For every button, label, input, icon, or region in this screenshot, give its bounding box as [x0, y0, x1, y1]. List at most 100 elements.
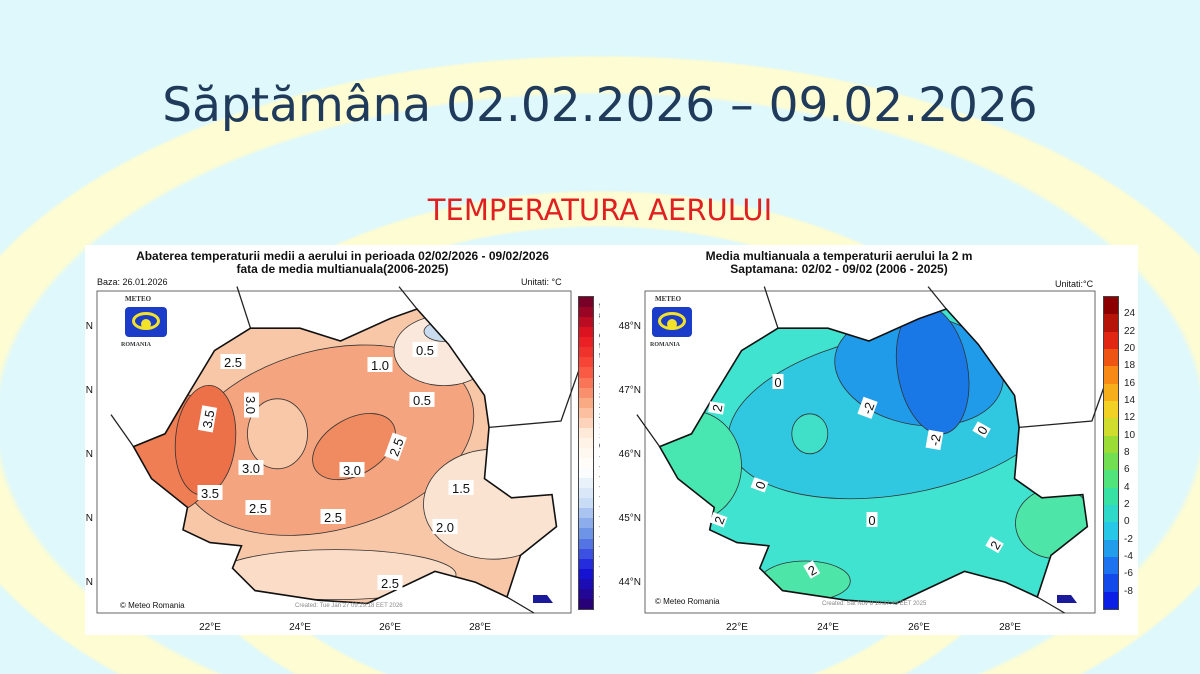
units-label: Unitati: °C	[521, 277, 562, 287]
longitude-label: 28°E	[469, 622, 491, 633]
units-label: Unitati:°C	[1055, 279, 1094, 289]
contour-label-bg	[925, 429, 944, 451]
contour-label-text: 2.5	[324, 510, 342, 525]
contour-label: 0	[866, 512, 878, 528]
contour-label-text: 2	[709, 403, 725, 413]
colorbar-swatch	[579, 558, 593, 569]
colorbar-swatch	[579, 518, 593, 529]
contour-label-bg	[377, 575, 403, 590]
created-timestamp: Created: Tue Jan 27 09:29:18 EET 2026	[295, 603, 403, 609]
colorbar-label: 16	[1124, 377, 1136, 389]
contour-label: 2.5	[245, 500, 271, 516]
colorbar-swatch	[579, 598, 593, 609]
contour-label: 3.0	[238, 460, 264, 476]
contour-label-bg	[220, 354, 246, 369]
contour-label-bg	[244, 392, 259, 418]
latitude-label: 44°N	[85, 577, 93, 588]
contour-label-text: -2	[859, 400, 877, 416]
colorbar-swatch	[579, 538, 593, 549]
colorbar-swatch	[579, 437, 593, 448]
contour-label-text: 3.5	[201, 486, 219, 501]
meteo-romania-logo	[125, 307, 167, 337]
contour-label-text: 3.0	[343, 463, 361, 478]
contour-label-bg	[803, 560, 821, 579]
contour-label-text: 2.5	[249, 501, 267, 516]
contour-label: 2	[708, 401, 726, 415]
colorbar-swatch	[579, 578, 593, 589]
colorbar-swatch	[579, 377, 593, 388]
colorbar: 24 22 20 18 16 14 12 10 8 6 4 2 0 -2 -4 -6 -8	[1103, 296, 1135, 610]
contour-region	[247, 398, 308, 470]
colorbar: 9.08.07.06.05.55.04.54.03.53.02.52.01.51…	[578, 296, 611, 610]
anomaly-map-canvas: 48°N 47°N 46°N 45°N 44°N 22°E 24°E 26°E 28°E 2.5 3…	[85, 286, 580, 633]
colorbar-swatch	[579, 478, 593, 489]
contour-label-bg	[972, 421, 991, 439]
colorbar-swatch	[1104, 487, 1118, 505]
colorbar-swatch	[579, 488, 593, 499]
latitude-label: 47°N	[85, 385, 93, 396]
colorbar-swatch	[579, 427, 593, 438]
contour-label-text: 0.5	[416, 343, 434, 358]
contour-label-text: 0.5	[413, 393, 431, 408]
contour-label: 3.5	[197, 485, 223, 501]
contour-label: 3.0	[339, 462, 365, 478]
longitude-label: 26°E	[908, 622, 930, 633]
contour-label-bg	[750, 477, 769, 493]
contour-label-text: 3.0	[243, 396, 258, 414]
map-subtitle: Saptamana: 02/02 - 09/02 (2006 - 2025)	[730, 262, 948, 276]
color-regions	[659, 309, 1088, 602]
base-date: Baza: 26.01.2026	[97, 277, 168, 287]
contour-label-bg	[432, 519, 458, 534]
colorbar-swatch	[1104, 435, 1118, 453]
contour-label-bg	[367, 357, 393, 372]
contour-label-bg	[197, 405, 218, 433]
longitude-label: 28°E	[999, 622, 1021, 633]
contour-label-text: 3.0	[242, 461, 260, 476]
contour-label-text: 2	[711, 514, 728, 526]
colorbar-swatch	[579, 347, 593, 358]
colorbar-label: 14	[1124, 395, 1136, 406]
colorbar-swatch	[1104, 591, 1118, 609]
contour-label: -2	[857, 396, 878, 419]
contour-label: 0	[972, 421, 991, 439]
noaa-logo	[1057, 595, 1077, 603]
contour-label-bg	[857, 396, 878, 419]
colorbar-swatch	[1104, 505, 1118, 523]
latitude-label: 48°N	[85, 321, 93, 332]
colorbar-label: -6	[1124, 568, 1133, 580]
colorbar-swatch	[1104, 401, 1118, 419]
colorbar-swatch	[1104, 314, 1118, 332]
contour-label-text: 0	[774, 375, 781, 390]
contour-label: 2.5	[320, 509, 346, 525]
colorbar-swatch	[579, 387, 593, 398]
longitude-label: 22°E	[199, 622, 221, 633]
colorbar-swatch	[579, 468, 593, 479]
colorbar-label: 2	[1124, 499, 1130, 510]
logo-bottom-text: ROMANIA	[650, 342, 680, 348]
contour-label-bg	[409, 392, 435, 407]
contour-label: 2.0	[432, 519, 458, 535]
colorbar-swatch	[1104, 470, 1118, 488]
colorbar-swatch	[579, 528, 593, 539]
colorbar-swatch	[579, 548, 593, 559]
created-timestamp: Created: Sat Nov 8 10:37:49 EET 2025	[822, 601, 927, 607]
contour-label-text: 0	[752, 479, 769, 491]
slide-subtitle: TEMPERATURA AERULUI	[427, 193, 773, 227]
contour-label-bg	[384, 432, 407, 462]
copyright: © Meteo Romania	[655, 597, 720, 606]
colorbar-swatch	[579, 337, 593, 348]
contour-region	[895, 309, 970, 435]
contour-label: 2	[803, 560, 821, 579]
longitude-label: 24°E	[817, 622, 839, 633]
contour-label: 2.5	[220, 354, 246, 370]
latitude-label: 45°N	[619, 513, 641, 524]
noaa-logo	[533, 595, 553, 603]
colorbar-swatch	[579, 458, 593, 469]
latitude-label: 46°N	[85, 449, 93, 460]
colorbar-label: 8	[1124, 447, 1130, 458]
logo-top-text: METEO	[655, 295, 682, 303]
colorbar-label: 0	[1124, 516, 1130, 528]
longitude-label: 24°E	[289, 622, 311, 633]
colorbar-label: 12	[1124, 412, 1136, 424]
